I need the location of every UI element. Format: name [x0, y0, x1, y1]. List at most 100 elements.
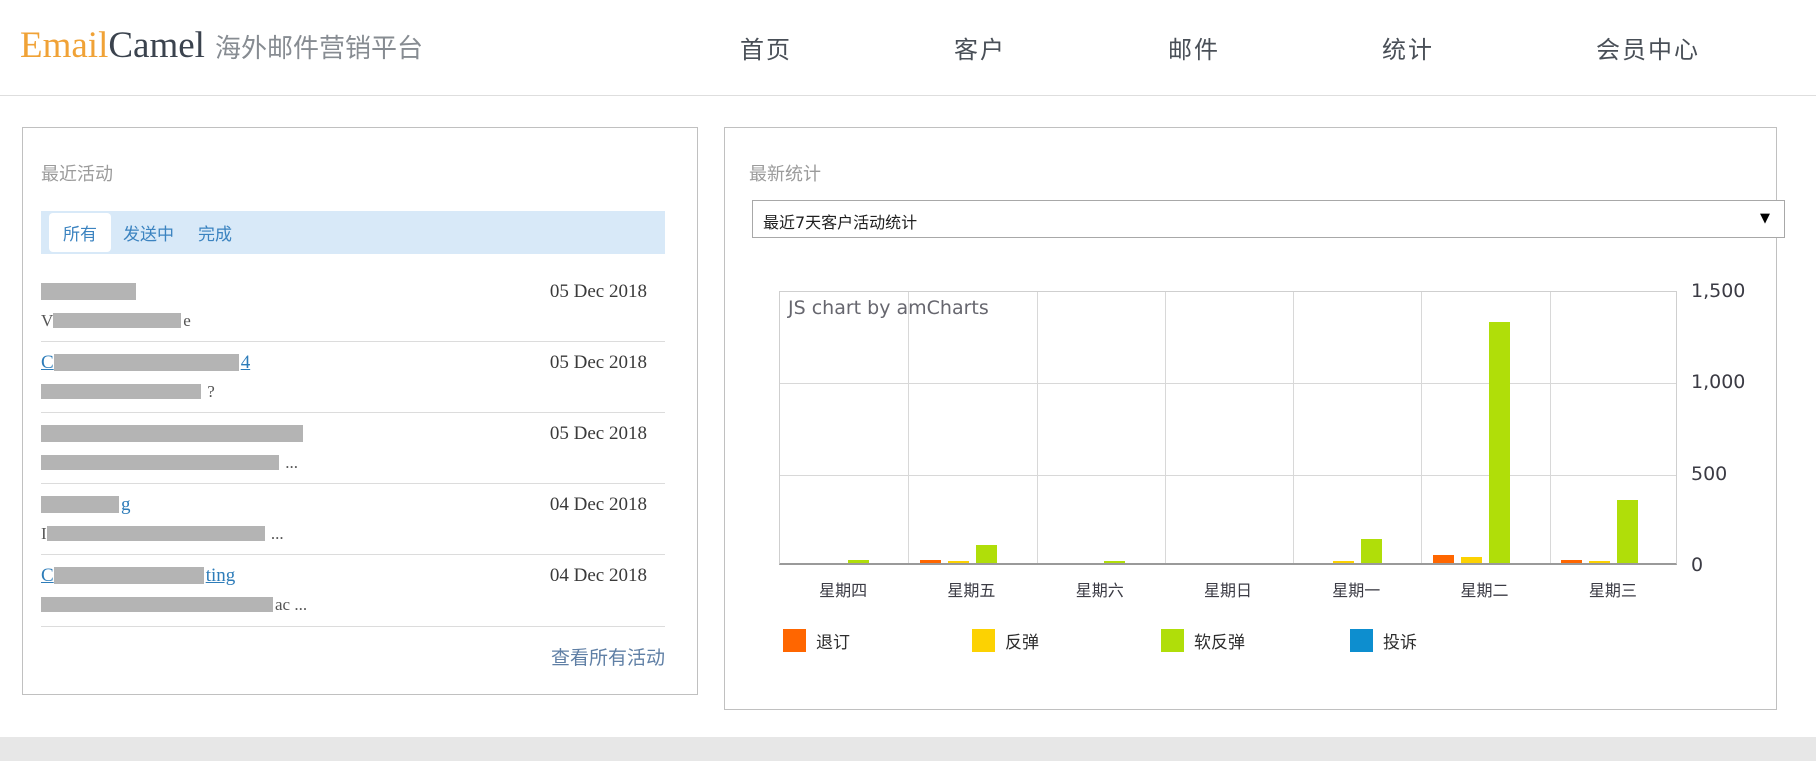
- bar-软反弹-星期三: [1617, 499, 1639, 563]
- nav-item-4[interactable]: 会员中心: [1596, 38, 1700, 64]
- bar-软反弹-星期一: [1360, 539, 1382, 563]
- redacted-text: [41, 455, 279, 471]
- gridline-vertical: [1421, 292, 1423, 563]
- y-axis-label: 500: [1691, 462, 1728, 485]
- nav-item-3[interactable]: 统计: [1382, 38, 1434, 64]
- x-axis-label-6: 星期三: [1588, 581, 1637, 600]
- bar-反弹-星期五: [947, 561, 969, 563]
- redacted-text: [41, 597, 273, 613]
- latest-stats-title: 最新统计: [749, 164, 821, 184]
- legend-label: 投诉: [1383, 633, 1417, 653]
- legend-item-反弹[interactable]: 反弹: [972, 628, 1039, 653]
- logo: EmailCamel 海外邮件营销平台: [20, 24, 423, 67]
- legend-label: 反弹: [1005, 633, 1039, 653]
- footer-strip: [0, 737, 1816, 761]
- gridline-vertical: [1549, 292, 1551, 563]
- bar-退订-星期三: [1561, 560, 1583, 563]
- legend-swatch: [1161, 629, 1184, 652]
- activity-link[interactable]: [41, 423, 305, 444]
- logo-camel: Camel: [108, 25, 205, 66]
- activity-item-date: 05 Dec 2018: [549, 423, 647, 444]
- gridline-horizontal: [780, 383, 1676, 385]
- activity-tab-0[interactable]: 所有: [49, 213, 111, 252]
- activity-item-2: ... 05 Dec 2018: [41, 413, 665, 484]
- redacted-text: [53, 566, 204, 584]
- legend-label: 退订: [816, 633, 850, 653]
- activity-tab-1[interactable]: 发送中: [123, 225, 174, 244]
- main-nav: 首页 客户 邮件 统计 会员中心: [740, 30, 1700, 65]
- gridline-vertical: [1293, 292, 1295, 563]
- chevron-down-icon: ▼: [1760, 211, 1770, 226]
- activity-item-3: g I ... 04 Dec 2018: [41, 484, 665, 555]
- legend-label: 软反弹: [1194, 633, 1245, 653]
- nav-item-0[interactable]: 首页: [740, 38, 792, 64]
- amcharts-watermark: JS chart by amCharts: [788, 297, 989, 319]
- recent-activity-title: 最近活动: [41, 164, 113, 184]
- redacted-text: [53, 353, 239, 371]
- view-all-activities-link[interactable]: 查看所有活动: [550, 648, 665, 669]
- activity-tabs: 所有 发送中 完成: [41, 211, 665, 254]
- activity-item-date: 05 Dec 2018: [549, 352, 647, 373]
- redacted-text: [41, 282, 136, 300]
- activity-item-date: 04 Dec 2018: [549, 565, 647, 586]
- activity-link[interactable]: [41, 281, 138, 302]
- legend-swatch: [783, 629, 806, 652]
- legend-item-投诉[interactable]: 投诉: [1350, 628, 1417, 653]
- x-axis-label-5: 星期二: [1460, 581, 1509, 600]
- chart-plot-area: JS chart by amCharts: [779, 291, 1677, 565]
- y-axis-label: 0: [1691, 554, 1704, 576]
- bar-反弹-星期三: [1589, 561, 1611, 563]
- stats-period-value: 最近7天客户活动统计: [763, 213, 918, 232]
- redacted-text: [41, 424, 303, 442]
- redacted-text: [46, 526, 265, 542]
- bar-软反弹-星期五: [975, 544, 997, 563]
- activity-bar-chart: JS chart by amCharts 退订 反弹 软反弹 投诉 1,500 1,00…: [725, 128, 1778, 711]
- activity-item-date: 04 Dec 2018: [549, 494, 647, 515]
- activity-link[interactable]: g: [41, 494, 131, 515]
- chart-legend: 退订 反弹 软反弹 投诉: [779, 628, 1677, 658]
- logo-tagline: 海外邮件营销平台: [214, 34, 423, 63]
- x-axis-label-0: 星期四: [819, 581, 868, 600]
- gridline-vertical: [908, 292, 910, 563]
- latest-stats-panel: 最新统计 最近7天客户活动统计 ▼ JS chart by amCharts 退…: [724, 127, 1785, 711]
- gridline-horizontal: [780, 474, 1676, 476]
- legend-swatch: [972, 629, 995, 652]
- bar-反弹-星期一: [1332, 561, 1354, 563]
- legend-item-软反弹[interactable]: 软反弹: [1161, 628, 1245, 653]
- stats-period-select[interactable]: 最近7天客户活动统计 ▼: [752, 200, 1785, 238]
- nav-item-2[interactable]: 邮件: [1168, 38, 1220, 64]
- activity-item-title: g: [41, 494, 131, 516]
- header-divider: [0, 95, 1816, 96]
- activity-item-title: [41, 281, 138, 303]
- x-axis-label-4: 星期一: [1332, 581, 1381, 600]
- logo-email: Email: [20, 25, 109, 66]
- bar-软反弹-星期六: [1104, 561, 1126, 563]
- redacted-text: [41, 495, 119, 513]
- activity-item-subtitle: ac ...: [41, 595, 307, 615]
- gridline-vertical: [1164, 292, 1166, 563]
- y-axis-label: 1,000: [1691, 371, 1746, 394]
- activity-item-subtitle: I ...: [41, 524, 284, 543]
- y-axis-label: 1,500: [1691, 280, 1746, 302]
- gridline-vertical: [1036, 292, 1038, 563]
- bar-退订-星期五: [919, 560, 941, 563]
- x-axis-label-2: 星期六: [1075, 581, 1124, 600]
- redacted-text: [41, 384, 201, 400]
- bar-反弹-星期二: [1461, 556, 1483, 563]
- header: EmailCamel 海外邮件营销平台 首页 客户 邮件 统计 会员中心: [0, 0, 1816, 95]
- redacted-text: [53, 313, 182, 329]
- activity-tab-2[interactable]: 完成: [198, 225, 232, 244]
- nav-item-1[interactable]: 客户: [954, 38, 1006, 64]
- legend-item-退订[interactable]: 退订: [783, 628, 850, 653]
- activity-item-title: [41, 423, 305, 445]
- view-all-row: 查看所有活动: [41, 626, 665, 669]
